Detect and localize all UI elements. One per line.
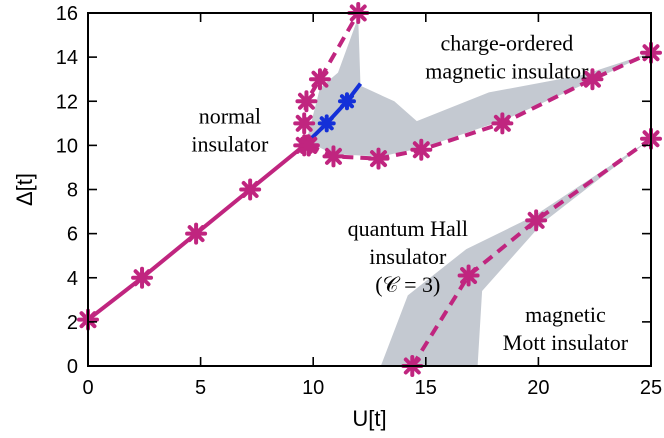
normal-insulator-boundary-marker (239, 178, 262, 201)
y-tick-label: 14 (56, 47, 78, 69)
x-tick-label: 20 (527, 377, 549, 399)
mott-uncertainty (380, 138, 651, 366)
normal-insulator-boundary-marker (185, 222, 208, 245)
x-tick-label: 15 (415, 377, 437, 399)
normal-insulator-label: normal insulator (191, 103, 269, 156)
quantum-hall-label: quantum Hall insulator (𝒞 = 3) (348, 216, 468, 297)
x-tick-label: 10 (302, 377, 324, 399)
x-tick-label: 25 (640, 377, 662, 399)
tick-labels: 0 5 10 15 20 25 0 2 4 6 8 10 12 14 16 (56, 3, 662, 399)
charge-ordered-uncertainty (306, 17, 651, 157)
upper-left-boundary-marker (293, 112, 316, 135)
shaded-regions (306, 17, 651, 366)
region-labels: normal insulator charge-ordered magnetic in… (191, 31, 628, 355)
lower-boundary-marker (297, 134, 320, 157)
charge-ordered-boundary-line (307, 82, 363, 143)
upper-left-boundary-marker (308, 68, 331, 91)
y-tick-label: 0 (67, 356, 78, 378)
normal-insulator-boundary-marker (131, 266, 154, 289)
mott-boundary-marker (525, 209, 548, 232)
mott-boundary-line (410, 137, 653, 368)
mott-label: magnetic Mott insulator (503, 302, 629, 355)
y-tick-label: 12 (56, 91, 78, 113)
lower-boundary-marker (581, 68, 604, 91)
x-axis-label: U[t] (352, 406, 386, 431)
axes (87, 12, 652, 367)
lower-boundary-marker (410, 138, 433, 161)
y-tick-label: 6 (67, 224, 78, 246)
lower-boundary-marker (491, 112, 514, 135)
charge-ordered-boundary-marker (317, 114, 336, 133)
charge-ordered-boundary-marker (337, 92, 356, 111)
lower-boundary-marker (322, 145, 345, 168)
y-tick-label: 4 (67, 268, 78, 290)
mott-boundary-marker (457, 264, 480, 287)
upper-left-boundary-marker (295, 90, 318, 113)
y-axis-label: Δ[t] (12, 173, 37, 206)
x-tick-label: 5 (195, 377, 206, 399)
x-tick-label: 0 (82, 377, 93, 399)
series-markers (77, 2, 662, 377)
y-tick-label: 2 (67, 312, 78, 334)
y-tick-label: 8 (67, 180, 78, 202)
charge-ordered-label: charge-ordered magnetic insulator (425, 31, 589, 84)
lower-boundary-marker (367, 147, 390, 170)
y-tick-label: 10 (56, 135, 78, 157)
y-tick-label: 16 (56, 3, 78, 25)
